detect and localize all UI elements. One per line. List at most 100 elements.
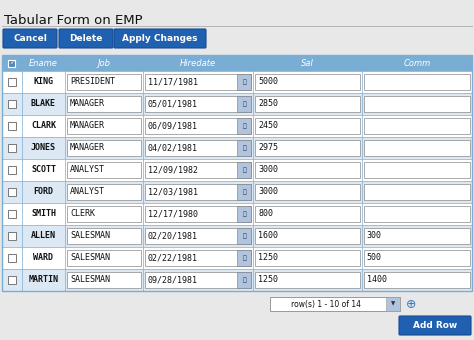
Text: 04/02/1981: 04/02/1981 xyxy=(148,143,198,153)
Text: 1600: 1600 xyxy=(258,232,279,240)
Bar xyxy=(143,203,254,225)
Bar xyxy=(237,250,252,266)
Bar xyxy=(362,269,472,291)
Bar xyxy=(67,162,141,178)
Bar xyxy=(145,272,252,288)
Bar xyxy=(255,250,360,266)
Bar xyxy=(65,225,143,247)
FancyBboxPatch shape xyxy=(59,29,113,48)
Text: SALESMAN: SALESMAN xyxy=(70,254,110,262)
Text: MANAGER: MANAGER xyxy=(70,121,105,131)
Text: 🗓: 🗓 xyxy=(243,233,246,239)
Text: WARD: WARD xyxy=(34,254,54,262)
Bar xyxy=(237,96,252,112)
Text: 2975: 2975 xyxy=(258,143,279,153)
Text: 🗓: 🗓 xyxy=(243,167,246,173)
Bar xyxy=(2,55,472,291)
Bar xyxy=(22,159,65,181)
Bar xyxy=(364,228,470,244)
Bar xyxy=(364,250,470,266)
Bar xyxy=(255,272,360,288)
Text: 🗓: 🗓 xyxy=(243,101,246,107)
Bar xyxy=(65,115,143,137)
Bar xyxy=(22,93,65,115)
Bar xyxy=(65,181,143,203)
Bar xyxy=(145,162,252,178)
Text: ANALYST: ANALYST xyxy=(70,166,105,174)
Bar xyxy=(364,206,470,222)
Bar xyxy=(8,276,16,284)
Text: 1250: 1250 xyxy=(258,254,279,262)
Bar xyxy=(65,159,143,181)
Bar xyxy=(237,228,252,244)
Bar xyxy=(364,184,470,200)
Bar xyxy=(22,203,65,225)
Text: KING: KING xyxy=(34,78,54,86)
Bar xyxy=(237,140,252,156)
Text: 800: 800 xyxy=(258,209,273,219)
Bar xyxy=(362,159,472,181)
Bar xyxy=(2,203,22,225)
Text: Apply Changes: Apply Changes xyxy=(122,34,198,43)
Bar xyxy=(255,162,360,178)
Bar xyxy=(2,115,22,137)
Text: 02/20/1981: 02/20/1981 xyxy=(148,232,198,240)
Text: Job: Job xyxy=(98,58,110,68)
Bar xyxy=(2,269,22,291)
Text: SALESMAN: SALESMAN xyxy=(70,232,110,240)
Bar xyxy=(8,144,16,152)
Text: ⊕: ⊕ xyxy=(406,298,416,310)
Text: 3000: 3000 xyxy=(258,187,279,197)
Text: 05/01/1981: 05/01/1981 xyxy=(148,100,198,108)
Bar xyxy=(255,184,360,200)
Bar xyxy=(67,250,141,266)
Bar xyxy=(364,162,470,178)
Text: ✓: ✓ xyxy=(9,61,15,66)
Bar xyxy=(65,55,143,71)
Bar xyxy=(237,272,252,288)
Bar xyxy=(8,122,16,130)
Bar xyxy=(67,96,141,112)
Bar xyxy=(145,184,252,200)
Bar xyxy=(255,228,360,244)
Text: 🗓: 🗓 xyxy=(243,79,246,85)
Text: MARTIN: MARTIN xyxy=(28,275,58,285)
Bar xyxy=(386,297,400,311)
Text: 12/03/1981: 12/03/1981 xyxy=(148,187,198,197)
Bar xyxy=(2,159,22,181)
Bar xyxy=(364,272,470,288)
Text: 🗓: 🗓 xyxy=(243,255,246,261)
Text: 09/28/1981: 09/28/1981 xyxy=(148,275,198,285)
Bar xyxy=(237,74,252,90)
Text: 12/17/1980: 12/17/1980 xyxy=(148,209,198,219)
Bar xyxy=(254,137,362,159)
Bar xyxy=(362,93,472,115)
FancyBboxPatch shape xyxy=(3,29,57,48)
Bar xyxy=(8,78,16,86)
Bar xyxy=(2,93,22,115)
Bar xyxy=(22,115,65,137)
Bar xyxy=(254,269,362,291)
Bar xyxy=(254,159,362,181)
Bar xyxy=(67,184,141,200)
Bar xyxy=(2,247,22,269)
Text: Cancel: Cancel xyxy=(13,34,47,43)
Bar xyxy=(22,225,65,247)
Bar xyxy=(145,118,252,134)
Text: 02/22/1981: 02/22/1981 xyxy=(148,254,198,262)
Bar xyxy=(362,181,472,203)
Bar xyxy=(364,140,470,156)
Bar xyxy=(143,269,254,291)
Text: 06/09/1981: 06/09/1981 xyxy=(148,121,198,131)
Bar xyxy=(8,100,16,108)
Bar xyxy=(22,55,65,71)
Bar xyxy=(22,137,65,159)
Bar xyxy=(237,184,252,200)
Bar xyxy=(22,247,65,269)
Bar xyxy=(143,55,254,71)
Bar xyxy=(255,206,360,222)
Bar xyxy=(145,206,252,222)
Bar xyxy=(362,115,472,137)
Bar xyxy=(8,188,16,196)
Text: row(s) 1 - 10 of 14: row(s) 1 - 10 of 14 xyxy=(291,300,361,308)
